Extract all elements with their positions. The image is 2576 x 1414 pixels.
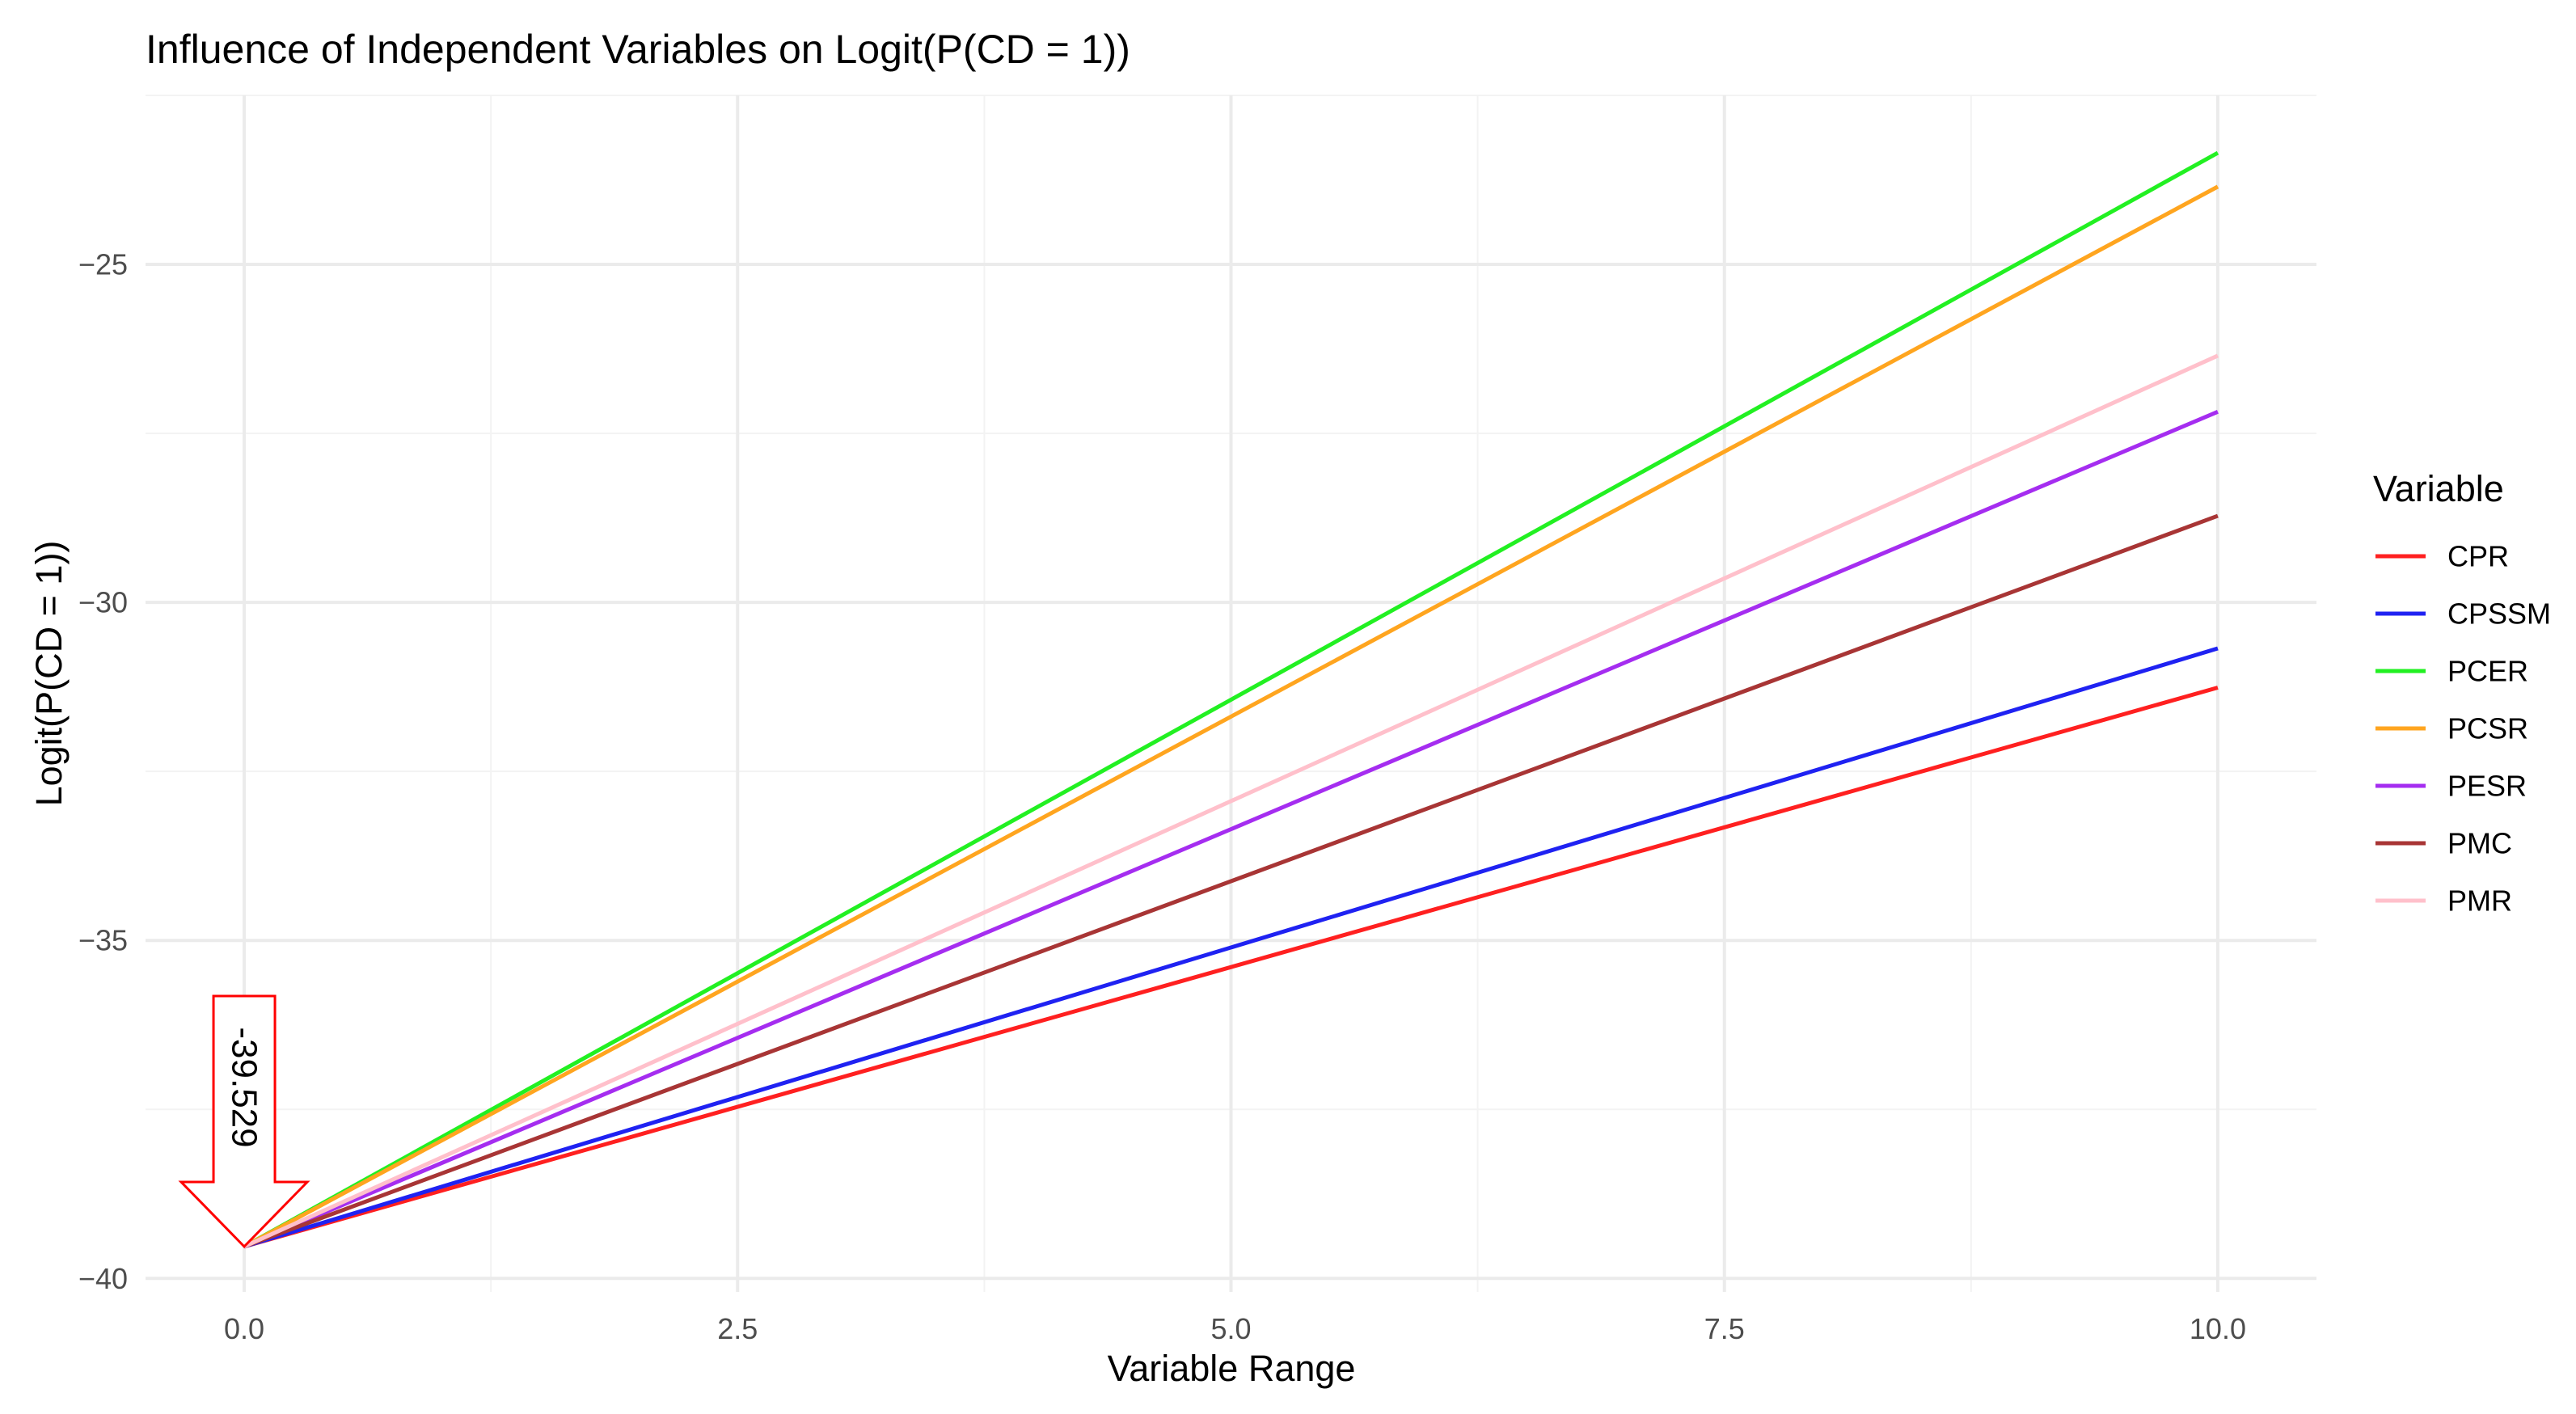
legend: Variable CPR CPSSM PCER PCSR PESR PMC PMR xyxy=(2373,468,2551,918)
y-axis-ticks: −40 −35 −30 −25 xyxy=(78,248,128,1295)
legend-label: PMC xyxy=(2447,827,2512,860)
legend-label: CPR xyxy=(2447,540,2509,573)
grid xyxy=(146,95,2316,1292)
annotation: -39.529 xyxy=(178,994,310,1249)
series-line-pmr xyxy=(243,353,2219,1249)
x-tick-label: 10.0 xyxy=(2190,1312,2246,1345)
y-tick-label: −40 xyxy=(78,1262,128,1295)
x-tick-label: 7.5 xyxy=(1704,1312,1745,1345)
y-tick-label: −30 xyxy=(78,586,128,619)
series-lines xyxy=(243,150,2219,1249)
x-tick-label: 2.5 xyxy=(717,1312,758,1345)
series-line-pcer xyxy=(243,150,2219,1249)
legend-label: CPSSM xyxy=(2447,597,2551,631)
x-axis-label: Variable Range xyxy=(1108,1348,1356,1389)
legend-label: PCSR xyxy=(2447,712,2528,745)
legend-label: PESR xyxy=(2447,770,2527,803)
y-tick-label: −25 xyxy=(78,248,128,281)
series-line-cpssm xyxy=(243,646,2219,1249)
series-line-cpr xyxy=(243,686,2219,1249)
legend-items: CPR CPSSM PCER PCSR PESR PMC PMR xyxy=(2375,540,2551,918)
y-axis-label: Logit(P(CD = 1)) xyxy=(28,541,70,807)
annotation-label: -39.529 xyxy=(225,1027,264,1147)
x-tick-label: 0.0 xyxy=(224,1312,264,1345)
chart-title: Influence of Independent Variables on Lo… xyxy=(146,27,1130,72)
legend-title: Variable xyxy=(2373,468,2504,509)
series-line-pcsr xyxy=(243,184,2219,1249)
annotation-arrow xyxy=(178,994,310,1249)
x-tick-label: 5.0 xyxy=(1210,1312,1251,1345)
legend-label: PCER xyxy=(2447,655,2528,688)
x-axis-ticks: 0.0 2.5 5.0 7.5 10.0 xyxy=(224,1312,2246,1345)
series-line-pmc xyxy=(243,513,2219,1249)
y-tick-label: −35 xyxy=(78,924,128,957)
legend-label: PMR xyxy=(2447,884,2512,918)
series-line-pesr xyxy=(243,410,2219,1249)
